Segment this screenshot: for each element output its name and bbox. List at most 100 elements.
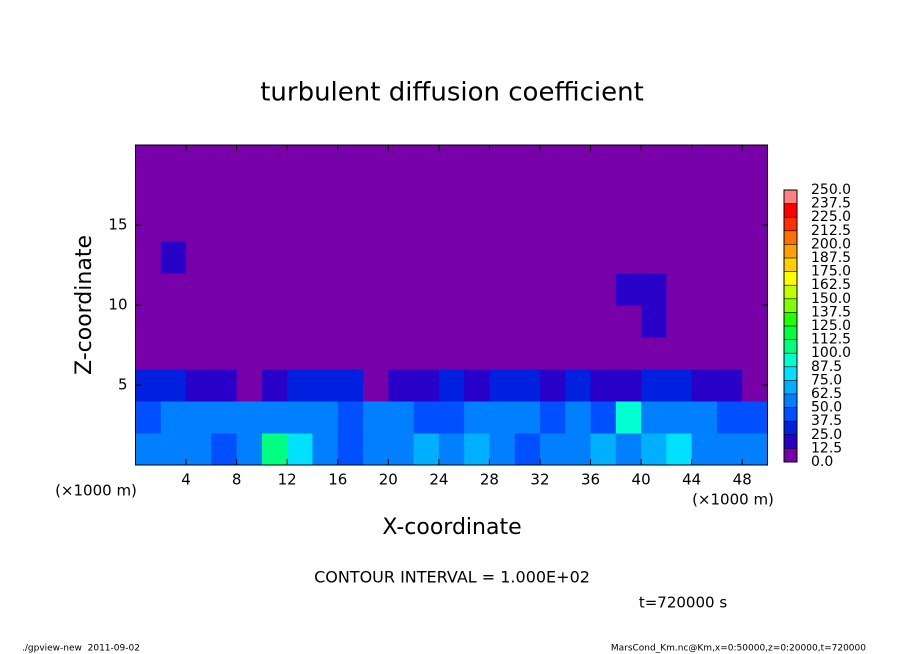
heat-cell (641, 145, 667, 178)
heat-cell (211, 177, 238, 210)
y-tick-label: 15 (108, 216, 127, 234)
heat-cell (615, 401, 642, 434)
heat-cell (160, 241, 187, 274)
heat-cell (691, 209, 718, 242)
heat-cell (691, 433, 718, 466)
heat-cell (539, 241, 566, 274)
heat-cell (312, 401, 339, 434)
y-tick-label: 5 (118, 376, 128, 394)
heat-cell (211, 337, 238, 370)
footer-right: MarsCond_Km.nc@Km,x=0:50000,z=0:20000,t=… (611, 644, 866, 654)
heat-cell (261, 177, 288, 210)
heat-cell (363, 273, 389, 306)
heat-cell (186, 177, 212, 210)
heat-cell (438, 369, 465, 402)
colorbar-label: 162.5 (811, 277, 851, 293)
heat-cell (160, 177, 187, 210)
heat-cell (312, 177, 339, 210)
heat-cell (160, 209, 187, 242)
heat-cell (135, 241, 162, 274)
heat-cell (590, 209, 617, 242)
heat-cell (641, 433, 667, 466)
colorbar-swatch (784, 434, 797, 449)
heat-cell (666, 209, 693, 242)
heat-cell (337, 337, 364, 370)
heat-cell (337, 273, 364, 306)
heat-cell (742, 433, 768, 466)
x-tick-label: 12 (278, 471, 297, 489)
heat-cell (590, 273, 617, 306)
heat-cell (413, 401, 440, 434)
heat-cell (186, 241, 212, 274)
colorbar-label: 175.0 (811, 264, 851, 280)
heat-cell (312, 305, 339, 338)
heat-cell (489, 241, 516, 274)
heat-cell (489, 273, 516, 306)
x-axis-label: X-coordinate (382, 515, 521, 540)
heat-cell (438, 241, 465, 274)
heat-cell (211, 369, 238, 402)
chart-title: turbulent diffusion coefficient (260, 78, 644, 108)
heat-cell (590, 337, 617, 370)
heat-cell (413, 433, 440, 466)
heat-cell (716, 369, 743, 402)
heat-cell (565, 145, 592, 178)
colorbar-swatch (784, 298, 797, 313)
heat-cell (539, 369, 566, 402)
heat-cell (666, 433, 693, 466)
heat-cell (413, 273, 440, 306)
heat-cell (539, 273, 566, 306)
heat-cell (261, 273, 288, 306)
heat-cell (211, 273, 238, 306)
heat-cell (489, 369, 516, 402)
heat-cell (388, 273, 415, 306)
heat-cell (287, 273, 313, 306)
heat-cell (742, 337, 768, 370)
heat-cell (666, 241, 693, 274)
heat-cell (615, 241, 642, 274)
x-tick-label: 20 (379, 471, 398, 489)
heat-cell (590, 433, 617, 466)
heat-cell (287, 401, 313, 434)
heat-cell (590, 241, 617, 274)
heat-cell (337, 401, 364, 434)
heat-cell (236, 145, 263, 178)
heat-cell (261, 401, 288, 434)
colorbar-swatch (784, 244, 797, 258)
heat-cell (514, 145, 541, 178)
heat-cell (337, 145, 364, 178)
heat-cell (337, 433, 364, 466)
heat-cell (464, 337, 490, 370)
heat-cell (615, 337, 642, 370)
heat-cell (287, 369, 313, 402)
heat-cell (438, 401, 465, 434)
heat-cell (742, 273, 768, 306)
heat-cell (312, 209, 339, 242)
heat-cell (641, 401, 667, 434)
colorbar-swatch (784, 353, 797, 367)
y-tick-label: 10 (108, 296, 127, 314)
heat-cell (514, 305, 541, 338)
heat-cell (438, 433, 465, 466)
x-unit-label: (×1000 m) (692, 491, 774, 509)
heat-cell (590, 177, 617, 210)
heat-cell (514, 273, 541, 306)
colorbar-label: 137.5 (811, 304, 851, 320)
heat-cell (539, 433, 566, 466)
heat-cell (514, 209, 541, 242)
heat-cell (615, 177, 642, 210)
heat-cell (464, 273, 490, 306)
heat-cell (464, 209, 490, 242)
heat-cell (135, 433, 162, 466)
heat-cell (186, 305, 212, 338)
heat-cell (388, 369, 415, 402)
heat-cell (641, 177, 667, 210)
heat-cell (615, 273, 642, 306)
heat-cell (716, 145, 743, 178)
heat-cell (160, 433, 187, 466)
heat-cell (388, 305, 415, 338)
colorbar-swatch (784, 339, 797, 354)
heat-cell (337, 369, 364, 402)
heat-cell (236, 273, 263, 306)
heat-cell (337, 305, 364, 338)
